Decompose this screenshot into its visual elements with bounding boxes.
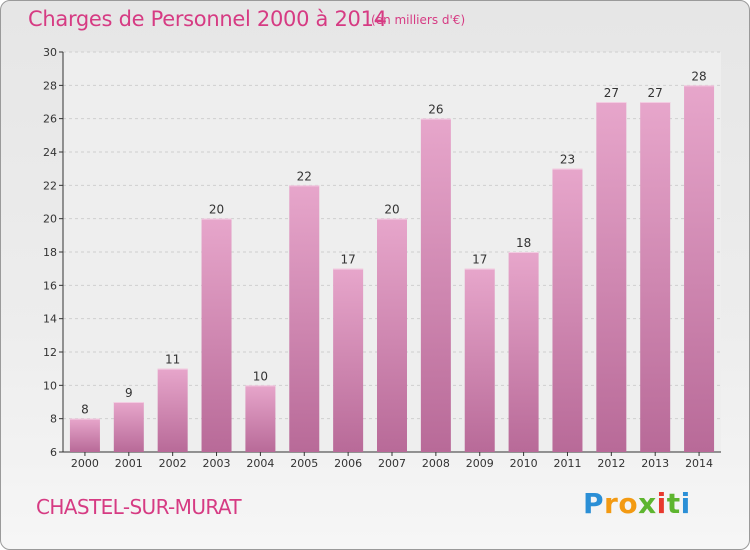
x-tick-label: 2013 [641,457,669,470]
data-label-2002: 11 [165,353,180,367]
x-tick-label: 2014 [685,457,713,470]
bar-2011 [552,168,583,452]
logo-letter: x [638,487,657,520]
x-tick-label: 2007 [378,457,406,470]
x-tick-label: 2010 [510,457,538,470]
bar-2007 [377,218,407,452]
bar-2006 [333,268,364,452]
data-label-2013: 27 [648,86,663,100]
data-label-2005: 22 [297,169,312,183]
data-label-2007: 20 [384,203,399,217]
bar-2010 [508,252,539,452]
y-tick-label: 22 [43,179,57,192]
data-label-2012: 27 [604,86,619,100]
chart-unit: (en milliers d'€) [371,13,466,27]
y-tick-label: 16 [43,279,57,292]
bar-2005 [289,185,320,453]
x-tick-label: 2003 [203,457,231,470]
x-tick-label: 2012 [597,457,625,470]
logo-letter: i [680,487,691,520]
bar-2001 [113,402,144,452]
y-tick-label: 10 [43,379,57,392]
data-label-2010: 18 [516,236,531,250]
data-label-2003: 20 [209,203,224,217]
bar-2008 [420,118,451,453]
x-tick-label: 2008 [422,457,450,470]
y-tick-label: 26 [43,113,57,126]
y-tick-label: 24 [43,146,57,159]
logo-letter: P [583,487,605,520]
logo-letter: t [666,487,681,520]
logo-letter: i [656,487,667,520]
bar-2012 [596,102,627,452]
logo-letter: o [618,487,639,520]
data-label-2004: 10 [253,369,268,383]
data-label-2009: 17 [472,253,487,267]
y-tick-label: 20 [43,213,57,226]
data-label-2001: 9 [125,386,133,400]
bar-2009 [464,268,495,452]
data-label-2008: 26 [428,103,443,117]
data-label-2011: 23 [560,153,575,167]
x-tick-label: 2006 [334,457,362,470]
x-tick-label: 2001 [115,457,143,470]
chart-title: Charges de Personnel 2000 à 2014 [28,7,387,31]
bar-2002 [157,368,188,452]
x-tick-label: 2009 [466,457,494,470]
y-tick-label: 18 [43,246,57,259]
bar-2003 [201,218,232,452]
x-tick-label: 2004 [246,457,274,470]
y-tick-label: 30 [43,46,57,59]
x-tick-label: 2005 [290,457,318,470]
y-tick-label: 14 [43,313,57,326]
commune-name: CHASTEL-SUR-MURAT [36,495,242,519]
y-tick-label: 28 [43,79,57,92]
bar-2014 [684,85,715,452]
proxiti-logo: Proxiti [583,487,691,520]
y-tick-label: 6 [50,446,57,459]
x-tick-label: 2000 [71,457,99,470]
bar-2013 [640,102,671,452]
y-tick-label: 8 [50,413,57,426]
bar-2004 [245,385,276,452]
data-label-2006: 17 [340,253,355,267]
data-label-2014: 28 [691,69,706,83]
x-tick-label: 2011 [553,457,581,470]
x-tick-label: 2002 [159,457,187,470]
data-label-2000: 8 [81,403,89,417]
logo-letter: r [604,487,619,520]
y-tick-label: 12 [43,346,57,359]
bar-2000 [69,418,100,452]
